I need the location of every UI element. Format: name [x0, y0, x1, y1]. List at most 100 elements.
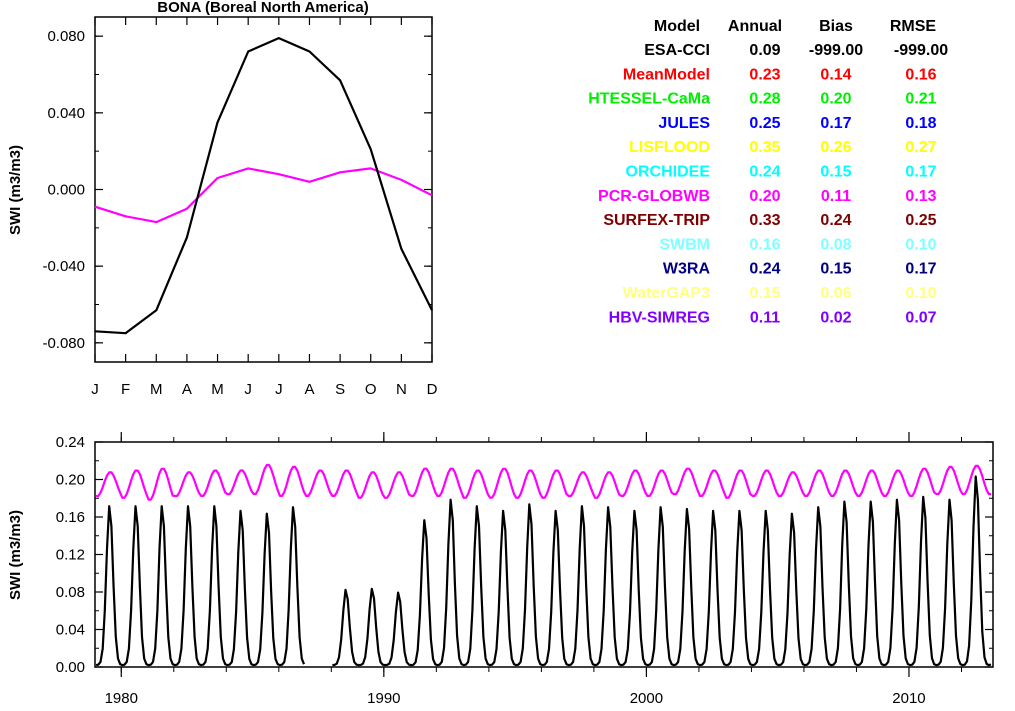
timeseries-series [95, 463, 992, 667]
stats-cell-model: WaterGAP3 [623, 285, 711, 302]
x-tick-label: 2010 [892, 690, 925, 707]
stats-cell-bias: 0.24 [820, 212, 851, 229]
stats-cell-annual: 0.25 [749, 115, 780, 132]
stats-header-annual: Annual [728, 18, 782, 35]
timeseries-y-axis-title: SWI (m3/m3) [7, 510, 24, 600]
stats-cell-annual: 0.24 [749, 261, 780, 278]
stats-cell-model: SWBM [659, 236, 710, 253]
x-tick-label: J [91, 381, 99, 398]
y-tick-label: 0.16 [56, 509, 85, 526]
y-tick-label: 0.080 [47, 28, 85, 45]
stats-cell-rmse: 0.16 [905, 66, 936, 83]
x-tick-label: A [182, 381, 192, 398]
stats-cell-rmse: 0.10 [905, 236, 936, 253]
stats-rows: ESA-CCI 0.09 -999.00 -999.00 MeanModel 0.23 0.… [588, 42, 948, 326]
stats-cell-model: MeanModel [623, 66, 710, 83]
stats-cell-bias: 0.20 [820, 91, 851, 108]
stats-cell-bias: 0.08 [820, 236, 851, 253]
x-tick-label: 1980 [105, 690, 138, 707]
y-tick-label: 0.20 [56, 472, 85, 489]
stats-cell-model: ORCHIDEE [626, 164, 711, 181]
x-tick-label: J [244, 381, 252, 398]
stats-cell-annual: 0.16 [749, 236, 780, 253]
stats-cell-annual: 0.35 [749, 139, 780, 156]
climatology-y-ticks: 0.080 0.040 0.000 -0.040 -0.080 [42, 28, 432, 352]
stats-cell-rmse: 0.21 [905, 91, 936, 108]
x-tick-label: M [211, 381, 224, 398]
y-tick-label: 0.040 [47, 105, 85, 122]
stats-cell-annual: 0.24 [749, 164, 780, 181]
x-tick-label: J [275, 381, 283, 398]
stats-cell-model: JULES [658, 115, 710, 132]
x-tick-label: A [304, 381, 314, 398]
stats-cell-bias: 0.15 [820, 164, 851, 181]
series-line-pcr-globwb [96, 463, 991, 501]
stats-cell-model: PCR-GLOBWB [598, 188, 710, 205]
stats-cell-rmse: 0.18 [905, 115, 936, 132]
x-tick-label: F [121, 381, 130, 398]
x-tick-label: S [335, 381, 345, 398]
series-line-esa-cci [95, 475, 992, 667]
stats-header-model: Model [654, 18, 700, 35]
stats-cell-model: HTESSEL-CaMa [588, 91, 710, 108]
stats-cell-bias: 0.17 [820, 115, 851, 132]
stats-cell-annual: 0.15 [749, 285, 780, 302]
y-tick-label: -0.080 [42, 335, 85, 352]
stats-cell-annual: 0.33 [749, 212, 780, 229]
stats-cell-bias: 0.06 [820, 285, 851, 302]
stats-cell-model: ESA-CCI [644, 42, 710, 59]
timeseries-x-ticks: 1980 1990 2000 2010 [105, 432, 962, 707]
stats-cell-bias: 0.26 [820, 139, 851, 156]
climatology-panel: BONA (Boreal North America) SWI (m3/m3) … [7, 0, 438, 398]
stats-cell-rmse: -999.00 [894, 42, 948, 59]
stats-cell-rmse: 0.13 [905, 188, 936, 205]
climatology-title: BONA (Boreal North America) [157, 0, 368, 16]
timeseries-panel: SWI (m3/m3) 0.24 0.20 0.16 0.12 0.08 0.04 0.00… [7, 432, 994, 707]
stats-cell-bias: 0.14 [820, 66, 851, 83]
stats-cell-bias: -999.00 [809, 42, 863, 59]
y-tick-label: 0.12 [56, 547, 85, 564]
stats-cell-rmse: 0.25 [905, 212, 936, 229]
climatology-series [94, 37, 433, 335]
x-tick-label: M [150, 381, 163, 398]
stats-cell-rmse: 0.17 [905, 164, 936, 181]
stats-cell-rmse: 0.17 [905, 261, 936, 278]
y-tick-label: 0.24 [56, 434, 85, 451]
y-tick-label: 0.04 [56, 622, 85, 639]
stats-cell-bias: 0.02 [820, 309, 851, 326]
stats-cell-annual: 0.20 [749, 188, 780, 205]
x-tick-label: O [365, 381, 377, 398]
timeseries-y-ticks: 0.24 0.20 0.16 0.12 0.08 0.04 0.00 [56, 434, 993, 676]
stats-header-rmse: RMSE [890, 18, 937, 35]
stats-cell-annual: 0.11 [750, 309, 780, 326]
x-tick-label: D [427, 381, 438, 398]
stats-cell-rmse: 0.27 [905, 139, 936, 156]
stats-header-bias: Bias [819, 18, 853, 35]
stats-cell-annual: 0.23 [749, 66, 780, 83]
timeseries-plot-frame [94, 441, 994, 668]
stats-table: Model Annual Bias RMSE ESA-CCI 0.09 -999.0… [588, 18, 948, 326]
stats-cell-rmse: 0.07 [905, 309, 936, 326]
y-tick-label: 0.08 [56, 584, 85, 601]
stats-cell-model: LISFLOOD [629, 139, 710, 156]
x-tick-label: 2000 [630, 690, 663, 707]
x-tick-label: N [396, 381, 407, 398]
stats-cell-annual: 0.09 [749, 42, 780, 59]
climatology-y-axis-title: SWI (m3/m3) [7, 145, 24, 235]
y-tick-label: 0.00 [56, 659, 85, 676]
stats-cell-rmse: 0.10 [905, 285, 936, 302]
x-tick-label: 1990 [367, 690, 400, 707]
stats-cell-model: W3RA [663, 261, 711, 278]
y-tick-label: -0.040 [42, 258, 85, 275]
climatology-plot-frame [94, 16, 433, 363]
stats-cell-annual: 0.28 [749, 91, 780, 108]
series-line-pcr-globwb [94, 167, 433, 224]
stats-cell-bias: 0.15 [820, 261, 851, 278]
stats-cell-model: HBV-SIMREG [609, 309, 710, 326]
stats-cell-bias: 0.11 [821, 188, 851, 205]
stats-cell-model: SURFEX-TRIP [603, 212, 710, 229]
y-tick-label: 0.000 [47, 182, 85, 199]
series-line-esa-cci [94, 37, 433, 335]
